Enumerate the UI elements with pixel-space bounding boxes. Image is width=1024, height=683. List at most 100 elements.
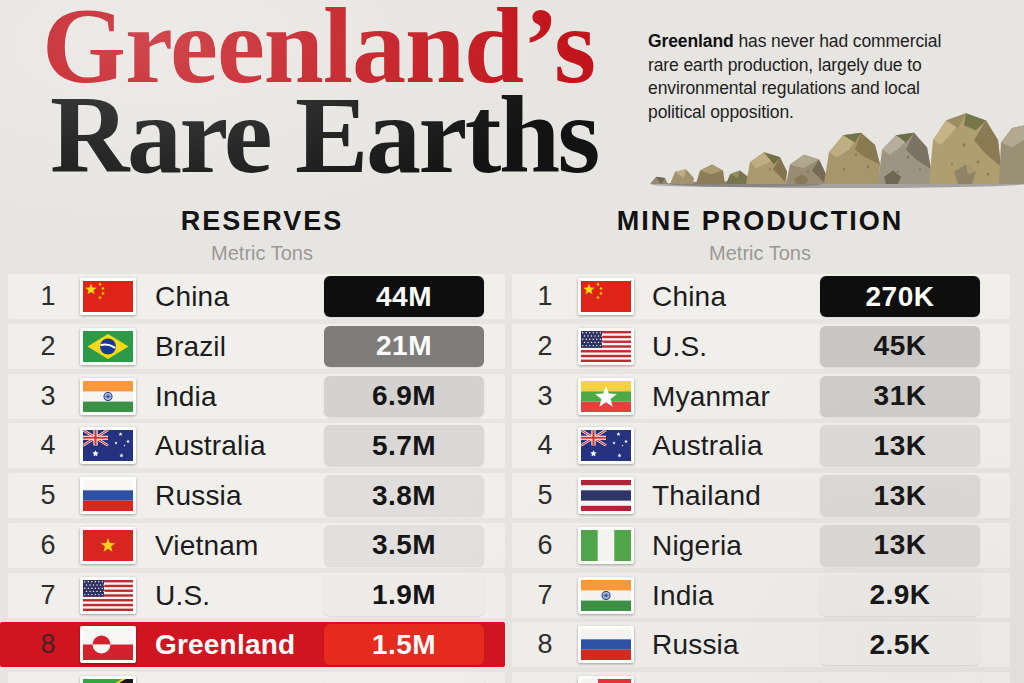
rank-number: 5	[33, 473, 63, 518]
value-badge: 270K	[820, 276, 980, 317]
greenland-flag-icon	[80, 626, 136, 663]
table-row: 8 Greenland 1.5M	[0, 622, 505, 667]
rank-number: 2	[33, 324, 63, 369]
country-name: Russia	[155, 473, 242, 518]
australia-flag-icon	[80, 427, 136, 464]
madagascar-flag-icon	[578, 676, 634, 683]
india-flag-icon	[80, 378, 136, 415]
table-row: 3 India 6.9M	[8, 374, 505, 419]
rank-number: 6	[33, 523, 63, 568]
china-flag-icon	[578, 278, 634, 315]
table-row: 4 Australia 5.7M	[8, 423, 505, 468]
country-name: U.S.	[652, 324, 707, 369]
production-title: MINE PRODUCTION	[590, 206, 930, 237]
production-table: 1 China 270K 2 U.S. 45K 3 Myanmar 31K 4 Australia 1…	[512, 274, 1024, 683]
rank-number: 9	[530, 672, 560, 683]
table-row: 3 Myanmar 31K	[512, 374, 1010, 419]
rank-number: 5	[530, 473, 560, 518]
india-flag-icon	[578, 577, 634, 614]
rank-number: 7	[530, 573, 560, 618]
production-subtitle: Metric Tons	[590, 242, 930, 265]
title-line2: Rare Earths	[50, 80, 598, 190]
table-row: 9	[512, 672, 1010, 683]
nigeria-flag-icon	[578, 527, 634, 564]
value-badge: 21M	[324, 326, 484, 367]
reserves-table: 1 China 44M 2 Brazil 21M 3 India 6.9M 4 Australia 5…	[0, 274, 512, 683]
table-row: 2 Brazil 21M	[8, 324, 505, 369]
table-row: 5 Thailand 13K	[512, 473, 1010, 518]
table-row: 2 U.S. 45K	[512, 324, 1010, 369]
table-row: 9	[8, 672, 505, 683]
table-row: 4 Australia 13K	[512, 423, 1010, 468]
value-badge: 45K	[820, 326, 980, 367]
country-name: Myanmar	[652, 374, 770, 419]
value-badge: 2.9K	[820, 575, 980, 616]
value-badge	[324, 674, 484, 683]
rank-number: 6	[530, 523, 560, 568]
table-row: 6 Nigeria 13K	[512, 523, 1010, 568]
infographic-root: Greenland’s Rare Earths Greenland has ne…	[0, 0, 1024, 683]
value-badge: 3.5M	[324, 525, 484, 566]
rank-number: 8	[33, 622, 63, 667]
table-row: 7 India 2.9K	[512, 573, 1010, 618]
table-row: 1 China 270K	[512, 274, 1010, 319]
country-name: Australia	[652, 423, 763, 468]
value-badge: 1.5M	[324, 624, 484, 665]
rocks-image	[646, 106, 1024, 190]
china-flag-icon	[80, 278, 136, 315]
value-badge: 1.9M	[324, 575, 484, 616]
table-row: 6 Vietnam 3.5M	[8, 523, 505, 568]
value-badge: 13K	[820, 525, 980, 566]
country-name: China	[155, 274, 229, 319]
value-badge: 31K	[820, 376, 980, 417]
value-badge: 44M	[324, 276, 484, 317]
reserves-header: RESERVES Metric Tons	[122, 206, 402, 265]
value-badge	[820, 674, 980, 683]
country-name: Nigeria	[652, 523, 742, 568]
table-row: 5 Russia 3.8M	[8, 473, 505, 518]
rank-number: 4	[530, 423, 560, 468]
rank-number: 3	[33, 374, 63, 419]
australia-flag-icon	[578, 427, 634, 464]
country-name: Greenland	[155, 622, 295, 667]
value-badge: 3.8M	[324, 475, 484, 516]
reserves-title: RESERVES	[122, 206, 402, 237]
table-row: 8 Russia 2.5K	[512, 622, 1010, 667]
intro-bold: Greenland	[648, 31, 734, 51]
rank-number: 9	[33, 672, 63, 683]
rank-number: 7	[33, 573, 63, 618]
value-badge: 5.7M	[324, 425, 484, 466]
rank-number: 4	[33, 423, 63, 468]
value-badge: 6.9M	[324, 376, 484, 417]
value-badge: 2.5K	[820, 624, 980, 665]
tanzania-flag-icon	[80, 676, 136, 683]
rank-number: 1	[33, 274, 63, 319]
thailand-flag-icon	[578, 477, 634, 514]
brazil-flag-icon	[80, 328, 136, 365]
country-name: Thailand	[652, 473, 761, 518]
country-name: Australia	[155, 423, 266, 468]
country-name: India	[652, 573, 714, 618]
reserves-subtitle: Metric Tons	[122, 242, 402, 265]
country-name: U.S.	[155, 573, 210, 618]
rank-number: 8	[530, 622, 560, 667]
value-badge: 13K	[820, 425, 980, 466]
russia-flag-icon	[578, 626, 634, 663]
rank-number: 1	[530, 274, 560, 319]
rank-number: 3	[530, 374, 560, 419]
myanmar-flag-icon	[578, 378, 634, 415]
country-name: Vietnam	[155, 523, 259, 568]
country-name: India	[155, 374, 217, 419]
table-row: 1 China 44M	[8, 274, 505, 319]
country-name: Brazil	[155, 324, 226, 369]
country-name: Russia	[652, 622, 739, 667]
vietnam-flag-icon	[80, 527, 136, 564]
us-flag-icon	[578, 328, 634, 365]
russia-flag-icon	[80, 477, 136, 514]
production-header: MINE PRODUCTION Metric Tons	[590, 206, 930, 265]
value-badge: 13K	[820, 475, 980, 516]
us-flag-icon	[80, 577, 136, 614]
country-name: China	[652, 274, 726, 319]
table-row: 7 U.S. 1.9M	[8, 573, 505, 618]
rank-number: 2	[530, 324, 560, 369]
